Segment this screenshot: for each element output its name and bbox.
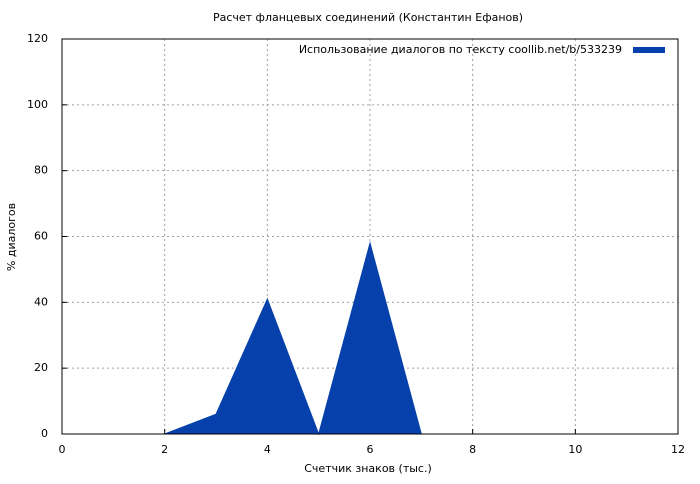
x-tick-label: 8: [469, 443, 476, 456]
x-tick-label: 6: [367, 443, 374, 456]
x-axis-label: Счетчик знаков (тыс.): [304, 462, 432, 475]
x-tick-label: 12: [671, 443, 685, 456]
plot-frame: [61, 38, 679, 435]
x-tick-label: 2: [161, 443, 168, 456]
y-tick-label: 100: [27, 98, 48, 111]
y-tick-label: 120: [27, 32, 48, 45]
legend-label: Использование диалогов по тексту coollib…: [299, 43, 622, 56]
x-tick-label: 10: [568, 443, 582, 456]
x-tick-label: 0: [59, 443, 66, 456]
y-tick-label: 0: [41, 427, 48, 440]
y-tick-label: 20: [34, 361, 48, 374]
y-tick-label: 60: [34, 230, 48, 243]
chart-title: Расчет фланцевых соединений (Константин …: [213, 11, 523, 24]
y-tick-label: 80: [34, 164, 48, 177]
x-tick-label: 4: [264, 443, 271, 456]
legend-swatch: [633, 47, 665, 53]
y-tick-label: 40: [34, 295, 48, 308]
y-axis-label: % диалогов: [5, 203, 18, 271]
